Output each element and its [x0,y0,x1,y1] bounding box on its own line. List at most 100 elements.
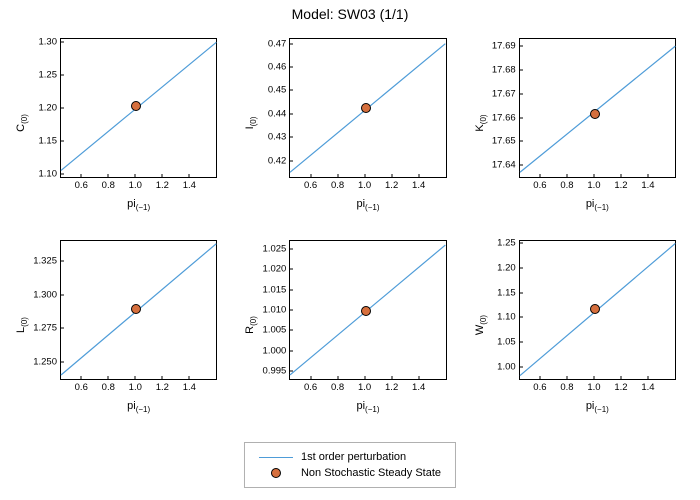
y-tick-label: 0.42 [268,155,287,166]
x-tick-label: 0.6 [304,180,317,191]
y-tick-label: 1.15 [497,287,516,298]
y-axis-label: R(0) [244,316,258,334]
legend-line-swatch [259,457,293,458]
x-tick-label: 1.0 [587,382,600,393]
y-tick-label: 0.995 [263,365,287,376]
y-tick-label: 1.20 [497,263,516,274]
y-axis-label: L(0) [15,317,29,333]
x-tick-label: 1.4 [412,180,425,191]
x-tick-label: 1.4 [183,180,196,191]
y-tick-label: 17.64 [492,160,516,171]
y-tick-label: 1.20 [39,103,58,114]
x-tick-label: 0.6 [533,382,546,393]
x-tick-label: 1.2 [614,180,627,191]
plot-area: 0.60.81.01.21.417.6417.6517.6617.6717.68… [519,38,676,178]
chart-panel: W(0)pi(−1)0.60.81.01.21.41.001.051.101.1… [479,236,680,414]
y-tick-label: 1.000 [263,345,287,356]
y-tick-label: 1.020 [263,264,287,275]
y-tick-label: 1.250 [33,356,57,367]
y-tick-label: 1.30 [39,37,58,48]
x-tick-label: 1.0 [358,382,371,393]
x-tick-label: 0.8 [331,180,344,191]
y-tick-label: 17.69 [492,41,516,52]
x-axis-label: pi(−1) [60,198,217,212]
y-tick-label: 17.68 [492,64,516,75]
y-tick-label: 0.43 [268,132,287,143]
y-tick-label: 1.300 [33,289,57,300]
x-tick-label: 1.4 [183,382,196,393]
plot-area: 0.60.81.01.21.40.420.430.440.450.460.47 [289,38,446,178]
y-tick-label: 1.05 [497,337,516,348]
y-axis-label: W(0) [474,315,488,335]
x-tick-label: 0.8 [331,382,344,393]
chart-panel: R(0)pi(−1)0.60.81.01.21.40.9951.0001.005… [249,236,450,414]
steady-state-marker [361,306,371,316]
legend-item: Non Stochastic Steady State [259,465,441,481]
x-axis-label: pi(−1) [289,400,446,414]
steady-state-marker [131,101,141,111]
y-tick-label: 1.015 [263,284,287,295]
x-tick-label: 1.0 [358,180,371,191]
y-tick-label: 1.25 [39,70,58,81]
chart-panel: L(0)pi(−1)0.60.81.01.21.41.2501.2751.300… [20,236,221,414]
y-tick-label: 0.44 [268,108,287,119]
plot-svg [520,39,675,177]
legend-marker-swatch [259,468,293,478]
y-tick-label: 1.010 [263,305,287,316]
x-tick-label: 1.4 [641,180,654,191]
legend-item: 1st order perturbation [259,449,441,465]
x-tick-label: 1.2 [385,382,398,393]
y-axis-label: K(0) [474,114,488,131]
x-axis-label: pi(−1) [519,198,676,212]
chart-panel: K(0)pi(−1)0.60.81.01.21.417.6417.6517.66… [479,34,680,212]
x-tick-label: 1.4 [641,382,654,393]
y-tick-label: 1.15 [39,135,58,146]
y-tick-label: 1.005 [263,325,287,336]
legend-label: Non Stochastic Steady State [301,465,441,481]
x-tick-label: 1.2 [156,382,169,393]
y-tick-label: 17.67 [492,88,516,99]
steady-state-marker [361,103,371,113]
y-tick-label: 17.65 [492,136,516,147]
y-axis-label: I(0) [244,117,258,130]
x-tick-label: 1.0 [587,180,600,191]
x-axis-label: pi(−1) [519,400,676,414]
y-axis-label: C(0) [15,114,29,132]
y-tick-label: 1.00 [497,361,516,372]
legend-label: 1st order perturbation [301,449,406,465]
y-tick-label: 0.47 [268,38,287,49]
y-tick-label: 1.10 [39,168,58,179]
plot-area: 0.60.81.01.21.41.2501.2751.3001.325 [60,240,217,380]
steady-state-marker [590,109,600,119]
x-tick-label: 1.4 [412,382,425,393]
legend: 1st order perturbationNon Stochastic Ste… [244,442,456,488]
x-tick-label: 1.2 [156,180,169,191]
y-tick-label: 1.025 [263,244,287,255]
figure: Model: SW03 (1/1) C(0)pi(−1)0.60.81.01.2… [0,0,700,500]
x-tick-label: 0.6 [533,180,546,191]
x-tick-label: 1.2 [614,382,627,393]
x-axis-label: pi(−1) [289,198,446,212]
x-tick-label: 1.0 [129,382,142,393]
x-tick-label: 1.2 [385,180,398,191]
x-tick-label: 0.6 [75,382,88,393]
steady-state-marker [590,304,600,314]
y-tick-label: 17.66 [492,112,516,123]
y-tick-label: 1.275 [33,323,57,334]
panel-grid: C(0)pi(−1)0.60.81.01.21.41.101.151.201.2… [20,34,680,414]
plot-area: 0.60.81.01.21.41.001.051.101.151.201.25 [519,240,676,380]
x-tick-label: 0.8 [102,382,115,393]
x-tick-label: 0.8 [102,180,115,191]
x-tick-label: 0.8 [560,382,573,393]
chart-panel: I(0)pi(−1)0.60.81.01.21.40.420.430.440.4… [249,34,450,212]
plot-area: 0.60.81.01.21.40.9951.0001.0051.0101.015… [289,240,446,380]
y-tick-label: 1.325 [33,256,57,267]
y-tick-label: 1.10 [497,312,516,323]
y-tick-label: 1.25 [497,238,516,249]
figure-title: Model: SW03 (1/1) [0,6,700,22]
plot-area: 0.60.81.01.21.41.101.151.201.251.30 [60,38,217,178]
x-tick-label: 1.0 [129,180,142,191]
x-axis-label: pi(−1) [60,400,217,414]
x-tick-label: 0.6 [75,180,88,191]
y-tick-label: 0.45 [268,85,287,96]
